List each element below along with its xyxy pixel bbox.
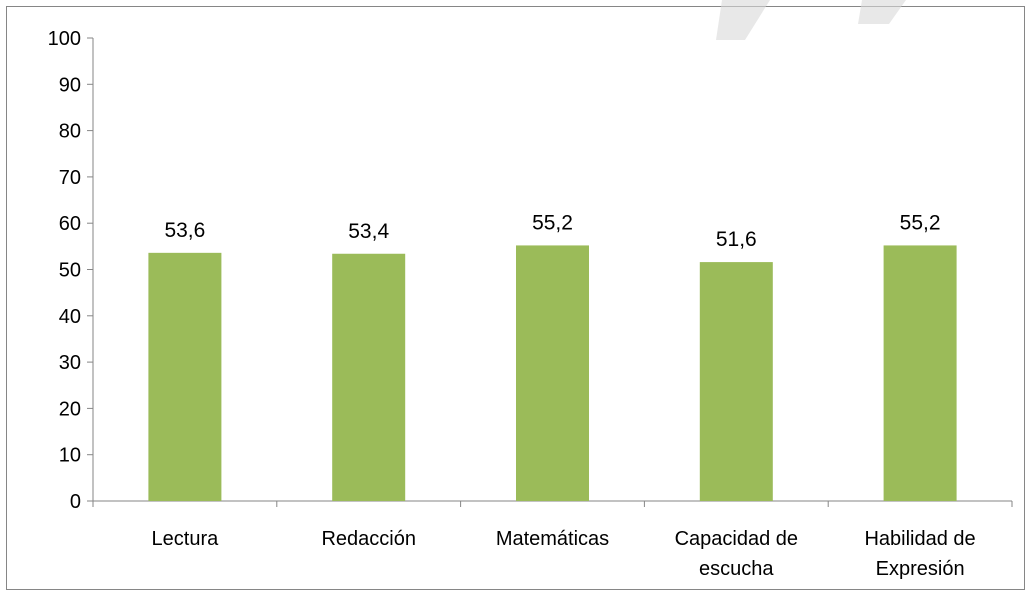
watermark-stripe xyxy=(716,0,770,40)
y-tick-label: 50 xyxy=(59,260,81,282)
bar xyxy=(883,245,957,501)
y-tick-label: 40 xyxy=(59,306,81,328)
y-tick-label: 10 xyxy=(59,445,81,467)
bar xyxy=(148,252,222,501)
y-tick-label: 100 xyxy=(48,28,81,50)
bars xyxy=(148,245,957,501)
y-tick-label: 80 xyxy=(59,121,81,143)
data-label: 53,4 xyxy=(348,220,389,243)
y-tick-label: 0 xyxy=(70,491,81,513)
bar xyxy=(699,262,773,501)
x-tick-label: Expresión xyxy=(876,558,965,580)
y-axis: 0 10 20 30 40 50 60 70 80 90 100 xyxy=(48,28,94,513)
x-tick-label: Redacción xyxy=(321,528,416,550)
data-label: 53,6 xyxy=(164,219,205,242)
bar xyxy=(332,253,406,501)
watermark-stripe xyxy=(858,0,906,24)
data-label: 51,6 xyxy=(716,228,757,251)
y-tick-label: 60 xyxy=(59,213,81,235)
x-tick-label: Habilidad de xyxy=(864,528,975,550)
x-tick-label: Capacidad de xyxy=(675,528,798,550)
data-labels: 53,6 53,4 55,2 51,6 55,2 xyxy=(164,211,940,251)
y-tick-label: 30 xyxy=(59,352,81,374)
x-tick-label: Matemáticas xyxy=(496,528,609,550)
x-tick-label: Lectura xyxy=(152,528,220,550)
y-tick-label: 90 xyxy=(59,74,81,96)
y-tick-label: 20 xyxy=(59,398,81,420)
data-label: 55,2 xyxy=(900,211,941,234)
y-tick-label: 70 xyxy=(59,167,81,189)
data-label: 55,2 xyxy=(532,211,573,234)
bar xyxy=(516,245,589,501)
x-tick-labels: Lectura Redacción Matemáticas Capacidad de e… xyxy=(152,528,976,580)
x-tick-label: escucha xyxy=(699,558,774,580)
